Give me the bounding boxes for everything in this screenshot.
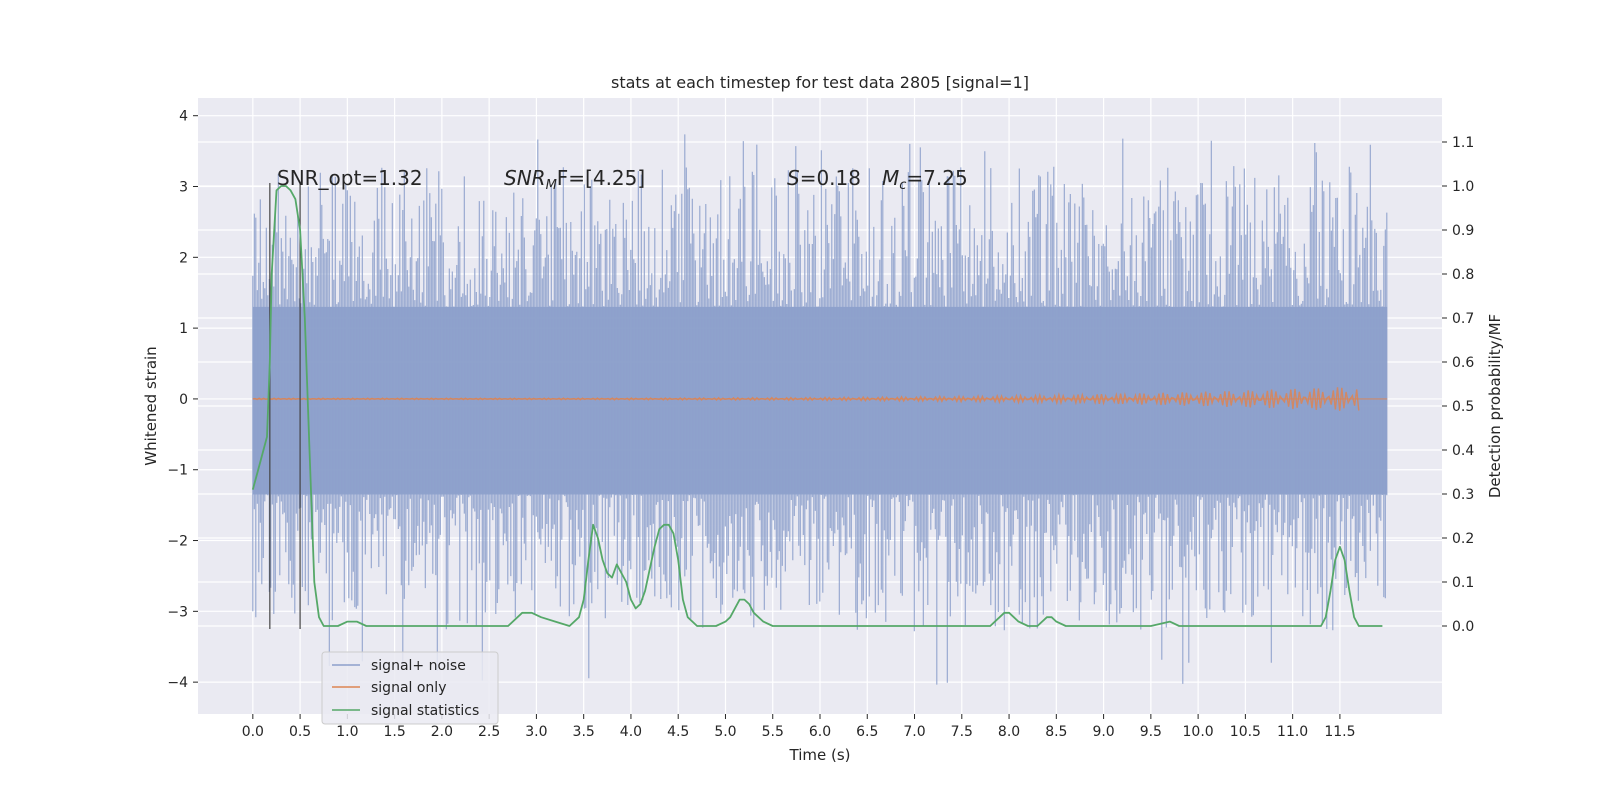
- x-tick-label: 4.5: [667, 724, 689, 740]
- x-tick-label: 8.0: [998, 724, 1020, 740]
- y-right-tick-label: 0.5: [1452, 399, 1474, 415]
- x-tick-label: 10.0: [1183, 724, 1214, 740]
- x-tick-label: 2.0: [431, 724, 453, 740]
- x-tick-label: 4.0: [620, 724, 642, 740]
- x-tick-label: 0.0: [242, 724, 264, 740]
- y-tick-label: 1: [179, 321, 188, 337]
- x-axis-label: Time (s): [789, 746, 851, 764]
- x-tick-label: 7.5: [951, 724, 973, 740]
- vertical-markers: [269, 182, 301, 630]
- y-tick-label: −2: [167, 534, 188, 550]
- y-right-tick-label: 0.6: [1452, 355, 1474, 371]
- annotation-s-label: S: [787, 166, 800, 190]
- x-tick-label: 6.5: [856, 724, 878, 740]
- annotation-mc-value: =7.25: [906, 166, 967, 190]
- legend-label-signal-plus-noise: signal+ noise: [371, 658, 466, 674]
- y-tick-label: −1: [167, 463, 188, 479]
- y-right-tick-label: 0.2: [1452, 531, 1474, 547]
- y-tick-label: −3: [167, 604, 188, 620]
- y-axis-left-ticks: 4 3 2 1 0 −1 −2 −3 −4: [167, 109, 198, 691]
- chart-title: stats at each timestep for test data 280…: [611, 73, 1029, 92]
- y-axis-label: Whitened strain: [142, 346, 160, 465]
- x-tick-label: 0.5: [289, 724, 311, 740]
- x-tick-label: 6.0: [809, 724, 831, 740]
- x-tick-label: 5.5: [762, 724, 784, 740]
- y-tick-label: −4: [167, 675, 188, 691]
- x-axis-ticks: 0.0 0.5 1.0 1.5 2.0 2.5 3.0 3.5 4.0 4.5 5.0 5.5 6.0 6…: [242, 714, 1355, 740]
- y-right-tick-label: 0.7: [1452, 311, 1474, 327]
- x-tick-label: 9.5: [1140, 724, 1162, 740]
- annotation-snr-mf-rest: F=[4.25]: [557, 166, 645, 190]
- x-tick-label: 10.5: [1230, 724, 1261, 740]
- legend-label-signal-only: signal only: [371, 680, 446, 696]
- y-right-tick-label: 1.0: [1452, 179, 1474, 195]
- legend-label-signal-statistics: signal statistics: [371, 703, 479, 719]
- y-right-tick-label: 0.1: [1452, 575, 1474, 591]
- x-tick-label: 1.0: [336, 724, 358, 740]
- x-tick-label: 8.5: [1045, 724, 1067, 740]
- annotation-s-value: =0.18: [800, 166, 861, 190]
- x-tick-label: 7.0: [903, 724, 925, 740]
- y-right-tick-label: 0.3: [1452, 487, 1474, 503]
- y-tick-label: 2: [179, 250, 188, 266]
- y-tick-label: 4: [179, 109, 188, 125]
- series-signal-only: [252, 387, 1388, 411]
- series-signal-statistics: [251, 185, 1383, 627]
- y-axis-right-ticks: 1.1 1.0 0.9 0.8 0.7 0.6 0.5 0.4 0.3 0.2 0.1 0.0: [1442, 135, 1474, 635]
- y-right-tick-label: 0.0: [1452, 619, 1474, 635]
- y-right-tick-label: 0.8: [1452, 267, 1474, 283]
- x-tick-label: 9.0: [1092, 724, 1114, 740]
- signal-statistics-line: [251, 185, 1383, 627]
- annotation-snr-mf: SNRMF=[4.25]: [504, 166, 645, 193]
- x-tick-label: 11.0: [1277, 724, 1308, 740]
- annotation-s: S=0.18: [787, 166, 861, 190]
- y-tick-label: 3: [179, 180, 188, 196]
- x-tick-label: 2.5: [478, 724, 500, 740]
- y-right-tick-label: 0.9: [1452, 223, 1474, 239]
- y-axis-right-label: Detection probability/MF: [1486, 314, 1504, 498]
- annotation-snr-opt: SNR_opt=1.32: [277, 166, 423, 190]
- legend-box: [321, 651, 499, 725]
- annotation-snr-mf-sub: M: [546, 178, 557, 193]
- x-tick-label: 5.0: [714, 724, 736, 740]
- legend: signal+ noise signal only signal statist…: [321, 651, 499, 725]
- x-tick-label: 3.0: [525, 724, 547, 740]
- x-tick-label: 1.5: [383, 724, 405, 740]
- x-tick-label: 3.5: [573, 724, 595, 740]
- y-right-tick-label: 0.4: [1452, 443, 1474, 459]
- annotation-mc-label: M: [882, 166, 899, 190]
- annotation-mc-sub: c: [899, 178, 906, 193]
- x-tick-label: 11.5: [1324, 724, 1355, 740]
- annotation-mc: Mc=7.25: [882, 166, 968, 193]
- y-right-tick-label: 1.1: [1452, 135, 1474, 151]
- y-tick-label: 0: [179, 392, 188, 408]
- annotation-snr-mf-main: SNR: [504, 166, 546, 190]
